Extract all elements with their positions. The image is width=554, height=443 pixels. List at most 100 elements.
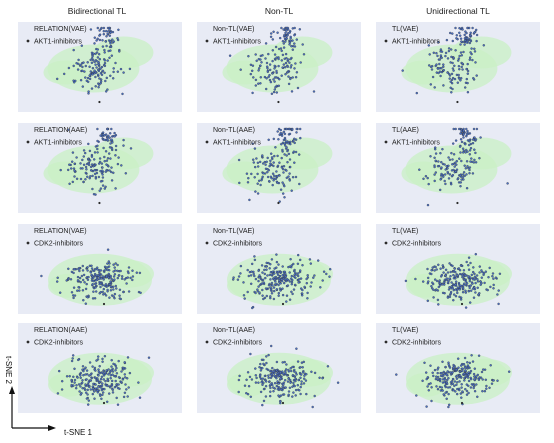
scatter-point [239, 68, 242, 71]
scatter-point [261, 403, 264, 407]
scatter-point [267, 374, 270, 377]
scatter-point [104, 283, 108, 286]
scatter-point [87, 275, 90, 279]
scatter-point [281, 401, 285, 405]
scatter-point [92, 164, 95, 168]
scatter-point [442, 393, 445, 396]
scatter-point [118, 288, 122, 291]
scatter-point [254, 84, 257, 87]
scatter-point [103, 372, 107, 376]
scatter-point [291, 48, 294, 51]
scatter-point [496, 293, 499, 296]
scatter-point [299, 376, 302, 379]
scatter-point [272, 30, 275, 33]
scatter-point [444, 391, 447, 394]
scatter-point [452, 366, 455, 369]
scatter-point [105, 76, 108, 80]
scatter-point [461, 369, 464, 373]
scatter-point [492, 379, 495, 382]
scatter-point [288, 172, 291, 175]
scatter-point [291, 128, 294, 132]
scatter-point [456, 100, 459, 104]
scatter-point [92, 52, 95, 55]
scatter-point [325, 272, 328, 276]
scatter-point [96, 274, 100, 277]
scatter-point [294, 150, 298, 154]
scatter-point [77, 58, 80, 62]
scatter-point [461, 62, 464, 65]
scatter-point [464, 142, 467, 146]
scatter-point [288, 271, 291, 274]
scatter-point [456, 81, 459, 84]
scatter-point [440, 371, 443, 375]
scatter-point [426, 176, 429, 180]
scatter-point [474, 291, 477, 294]
scatter-point [106, 127, 109, 131]
scatter-point [449, 181, 453, 185]
scatter-point [97, 374, 100, 377]
scatter-point [268, 78, 272, 82]
scatter-point [473, 31, 476, 34]
scatter-point [106, 59, 109, 62]
scatter-point [286, 70, 289, 74]
scatter-point [467, 371, 470, 374]
scatter-point [447, 156, 450, 159]
scatter-point [441, 283, 444, 286]
scatter-point [293, 67, 296, 70]
scatter-point [68, 163, 71, 166]
scatter-point [458, 67, 461, 71]
scatter-point [312, 90, 316, 93]
scatter-point [85, 369, 89, 372]
scatter-point [101, 39, 104, 42]
scatter-point [237, 275, 241, 278]
scatter-point [250, 378, 254, 381]
scatter-point [313, 371, 317, 375]
scatter-point [470, 157, 473, 160]
scatter-point [96, 48, 99, 51]
scatter-point [435, 375, 438, 378]
scatter-point [108, 386, 112, 389]
scatter-point [251, 64, 255, 67]
scatter-point [290, 264, 293, 267]
panel-label: Non-TL(VAE) [213, 26, 255, 33]
scatter-point [287, 58, 290, 61]
scatter-point [261, 377, 265, 380]
legend-label: AKT1-inhibitors [213, 39, 261, 46]
scatter-point [475, 383, 478, 386]
scatter-point [285, 127, 288, 131]
scatter-point [138, 396, 142, 399]
scatter-point [488, 266, 491, 270]
scatter-point [439, 48, 443, 51]
scatter-point [279, 388, 283, 391]
scatter-point [461, 147, 465, 150]
scatter-point [271, 284, 274, 287]
scatter-point [81, 365, 85, 368]
scatter-point [109, 289, 113, 292]
scatter-point [86, 76, 90, 80]
scatter-point [277, 270, 280, 273]
scatter-point [106, 157, 110, 160]
scatter-point [82, 299, 85, 302]
density-region [272, 137, 333, 170]
scatter-point [228, 54, 232, 57]
scatter-point [271, 366, 274, 370]
scatter-point [118, 294, 121, 297]
scatter-point [103, 51, 106, 54]
scatter-point [270, 156, 274, 159]
scatter-point [286, 160, 289, 164]
scatter-point [466, 81, 469, 85]
scatter-point [457, 177, 460, 180]
scatter-point [282, 372, 285, 375]
scatter-point [129, 147, 133, 150]
scatter-point [464, 369, 467, 372]
scatter-point [458, 145, 462, 148]
scatter-point [427, 389, 430, 392]
scatter-point [245, 392, 248, 395]
scatter-point [478, 271, 481, 274]
scatter-point [106, 248, 110, 251]
scatter-point [282, 46, 286, 49]
scatter-point [284, 40, 287, 43]
scatter-point [473, 375, 476, 378]
scatter-point [473, 272, 476, 276]
scatter-point [426, 385, 429, 388]
